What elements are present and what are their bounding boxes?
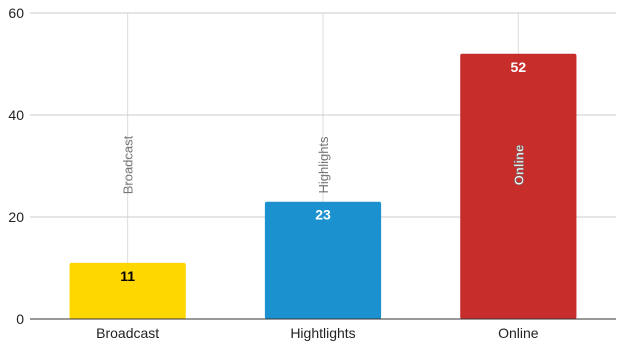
y-axis-tick-labels: 0 20 40 60 <box>8 5 24 327</box>
data-labels: 11 23 52 <box>120 59 526 284</box>
y-tick-label: 20 <box>8 209 24 225</box>
bar <box>460 53 577 320</box>
y-tick-label: 60 <box>8 5 24 21</box>
data-label: 52 <box>511 59 527 75</box>
bar-annotations: Broadcast Highlights Online <box>121 135 527 194</box>
bar-annotation: Online <box>511 145 526 185</box>
x-tick-label: Online <box>498 325 539 341</box>
bar-annotation: Highlights <box>316 136 331 194</box>
data-label: 23 <box>315 207 331 223</box>
y-tick-label: 0 <box>16 311 24 327</box>
y-tick-label: 40 <box>8 107 24 123</box>
bar <box>69 262 186 319</box>
x-tick-label: Hightlights <box>290 325 355 341</box>
x-axis-tick-labels: Broadcast Hightlights Online <box>96 325 539 341</box>
bars <box>69 53 577 320</box>
bar-annotation: Broadcast <box>121 135 136 194</box>
x-tick-label: Broadcast <box>96 325 159 341</box>
bar <box>264 201 382 319</box>
data-label: 11 <box>120 268 135 284</box>
